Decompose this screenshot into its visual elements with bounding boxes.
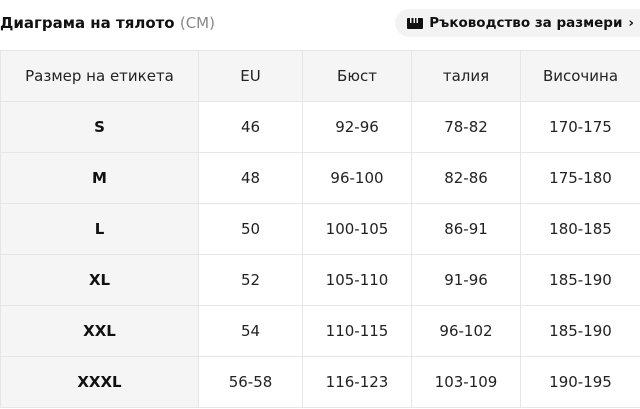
- chevron-right-icon: ›: [628, 15, 634, 31]
- title-text: Диаграма на тялото: [0, 14, 175, 32]
- table-cell: 78-82: [411, 101, 521, 153]
- table-cell: 50: [198, 203, 303, 255]
- table-cell: 91-96: [411, 254, 521, 306]
- size-label-cell: M: [0, 152, 199, 204]
- table-cell: 92-96: [302, 101, 412, 153]
- table-cell: 185-190: [520, 305, 640, 357]
- page-title: Диаграма на тялото (CM): [0, 14, 215, 32]
- unit-label: (CM): [179, 14, 215, 32]
- table-row: XXXL 56-58 116-123 103-109 190-195: [0, 356, 640, 408]
- table-cell: 185-190: [520, 254, 640, 306]
- table-cell: 110-115: [302, 305, 412, 357]
- column-header: EU: [198, 50, 303, 102]
- column-header: Размер на етикета: [0, 50, 199, 102]
- column-header: талия: [411, 50, 521, 102]
- table-cell: 190-195: [520, 356, 640, 408]
- size-label-cell: XL: [0, 254, 199, 306]
- table-cell: 105-110: [302, 254, 412, 306]
- size-table: Размер на етикета EU Бюст талия Височина S 46…: [0, 50, 640, 408]
- table-cell: 180-185: [520, 203, 640, 255]
- table-cell: 52: [198, 254, 303, 306]
- table-cell: 86-91: [411, 203, 521, 255]
- table-cell: 82-86: [411, 152, 521, 204]
- table-cell: 96-102: [411, 305, 521, 357]
- size-label-cell: L: [0, 203, 199, 255]
- size-label-cell: XXXL: [0, 356, 199, 408]
- table-row: S 46 92-96 78-82 170-175: [0, 101, 640, 153]
- size-guide-button[interactable]: Ръководство за размери ›: [395, 9, 640, 37]
- table-cell: 103-109: [411, 356, 521, 408]
- table-row: XL 52 105-110 91-96 185-190: [0, 254, 640, 306]
- table-row: XXL 54 110-115 96-102 185-190: [0, 305, 640, 357]
- size-label-cell: XXL: [0, 305, 199, 357]
- table-header-row: Размер на етикета EU Бюст талия Височина: [0, 50, 640, 102]
- table-cell: 48: [198, 152, 303, 204]
- table-cell: 100-105: [302, 203, 412, 255]
- table-cell: 116-123: [302, 356, 412, 408]
- table-row: L 50 100-105 86-91 180-185: [0, 203, 640, 255]
- column-header: Бюст: [302, 50, 412, 102]
- table-cell: 175-180: [520, 152, 640, 204]
- column-header: Височина: [520, 50, 640, 102]
- ruler-icon: [407, 17, 424, 29]
- table-row: M 48 96-100 82-86 175-180: [0, 152, 640, 204]
- table-cell: 46: [198, 101, 303, 153]
- table-cell: 170-175: [520, 101, 640, 153]
- table-cell: 54: [198, 305, 303, 357]
- table-cell: 96-100: [302, 152, 412, 204]
- size-guide-label: Ръководство за размери: [429, 15, 623, 31]
- table-cell: 56-58: [198, 356, 303, 408]
- size-label-cell: S: [0, 101, 199, 153]
